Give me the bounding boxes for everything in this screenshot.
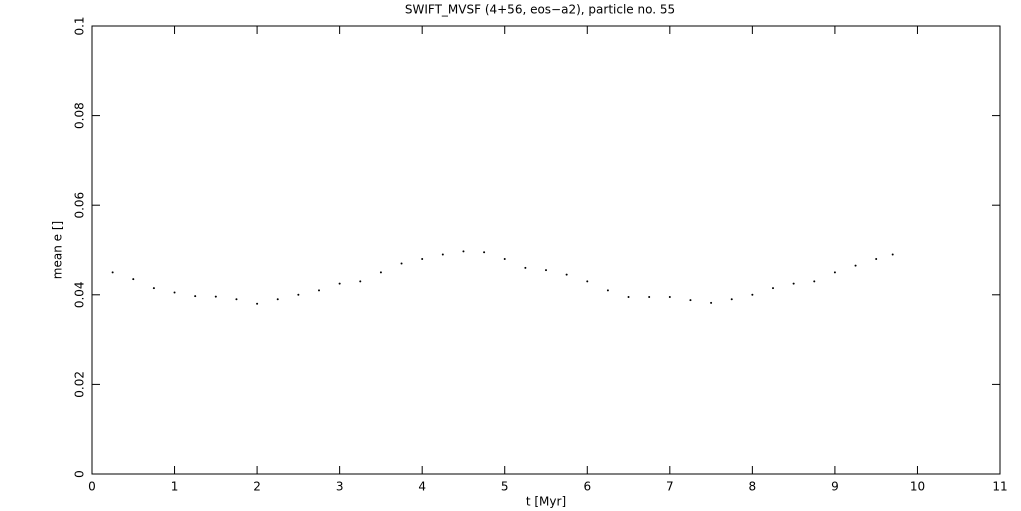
y-tick-label: 0 — [73, 470, 87, 478]
data-point — [833, 271, 836, 274]
y-axis-label: mean e [] — [51, 221, 65, 279]
data-point — [400, 262, 403, 265]
x-tick-label: 7 — [666, 480, 674, 494]
x-tick-label: 5 — [501, 480, 509, 494]
data-point — [111, 271, 114, 274]
data-point — [668, 296, 671, 299]
data-point — [194, 295, 197, 298]
x-tick-label: 9 — [831, 480, 839, 494]
data-point — [565, 273, 568, 276]
data-point — [627, 296, 630, 299]
data-point — [173, 291, 176, 294]
data-point — [318, 289, 320, 292]
data-point — [379, 271, 382, 274]
data-point — [483, 251, 486, 254]
data-point — [421, 257, 424, 260]
y-tick-label: 0.04 — [73, 281, 87, 308]
data-point — [891, 253, 894, 256]
x-tick-label: 6 — [583, 480, 591, 494]
plot-frame — [91, 25, 1001, 475]
data-point — [503, 257, 506, 260]
data-point — [338, 282, 341, 285]
data-point — [586, 280, 589, 283]
y-tick-label: 0.02 — [73, 371, 87, 398]
data-point — [710, 301, 713, 304]
data-point — [256, 302, 259, 305]
data-point — [730, 298, 733, 301]
data-point — [606, 289, 609, 292]
data-point — [276, 298, 279, 301]
data-point — [524, 266, 527, 269]
data-point — [545, 269, 547, 272]
data-point — [813, 280, 816, 283]
data-point — [152, 287, 155, 290]
y-tick-label: 0.06 — [73, 192, 87, 219]
data-point — [462, 250, 465, 253]
data-point — [689, 299, 692, 302]
data-point — [359, 280, 362, 283]
data-point — [772, 287, 774, 290]
x-tick-label: 2 — [253, 480, 261, 494]
data-point — [648, 296, 651, 299]
x-tick-label: 3 — [336, 480, 344, 494]
x-tick-label: 0 — [88, 480, 96, 494]
data-point — [132, 278, 135, 281]
data-point — [214, 295, 217, 298]
x-tick-label: 11 — [992, 480, 1007, 494]
data-point — [875, 257, 878, 260]
x-tick-label: 8 — [749, 480, 757, 494]
data-point — [297, 293, 300, 296]
data-point — [751, 293, 754, 296]
x-axis-label: t [Myr] — [526, 495, 566, 509]
x-tick-label: 4 — [418, 480, 426, 494]
x-tick-label: 10 — [910, 480, 925, 494]
data-point — [441, 253, 444, 256]
data-point — [235, 298, 238, 301]
x-tick-label: 1 — [171, 480, 179, 494]
data-point — [854, 264, 857, 267]
data-point — [792, 282, 795, 285]
chart-title: SWIFT_MVSF (4+56, eos−a2), particle no. … — [405, 3, 675, 17]
y-tick-label: 0.1 — [73, 16, 87, 35]
y-tick-label: 0.08 — [73, 102, 87, 129]
